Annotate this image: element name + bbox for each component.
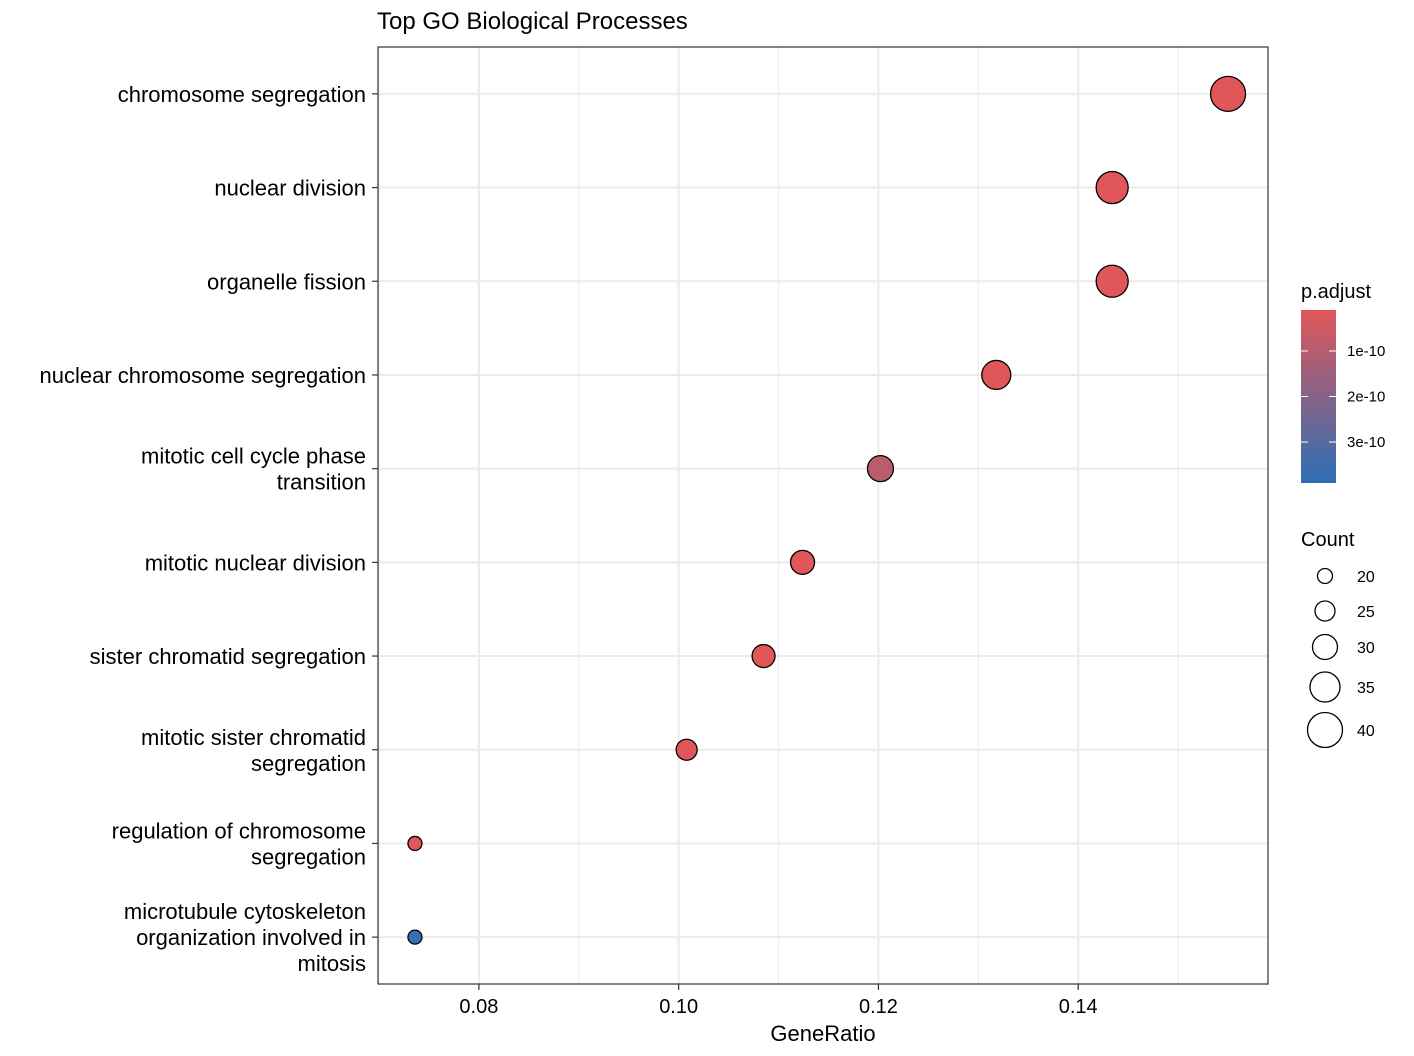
legends: p.adjust 1e-10 2e-10 3e-10 Count 20 25 30 35 4… [1301,281,1385,749]
chart-title: Top GO Biological Processes [377,8,688,35]
size-legend-key [1314,600,1336,622]
y-tick-label: regulation of chromosome segregation [112,818,366,869]
color-legend-label: 1e-10 [1347,343,1385,360]
x-tick-label: 0.14 [1059,996,1098,1018]
size-legend-key [1306,711,1344,749]
data-point [751,643,776,669]
axes: 0.08 0.10 0.12 0.14 chromosome segregation nu… [39,82,1097,1018]
y-tick-label: sister chromatid segregation [90,644,366,669]
y-tick-label: nuclear chromosome segregation [39,363,366,388]
y-tick-label: microtubule cytoskeleton organization inv… [124,899,366,976]
data-point [789,549,816,575]
data-point [1095,264,1129,298]
x-tick-label: 0.12 [859,996,898,1018]
size-legend-label: 20 [1357,569,1375,586]
size-legend-label: 30 [1357,640,1375,657]
color-legend-label: 3e-10 [1347,434,1385,451]
x-axis-title: GeneRatio [770,1021,875,1046]
x-tick-label: 0.10 [659,996,698,1018]
y-tick-label: organelle fission [207,269,366,294]
y-tick-label: mitotic nuclear division [145,550,366,575]
y-tick-label: nuclear division [214,176,366,201]
size-legend-key [1309,671,1341,703]
data-points [407,75,1247,945]
data-point [407,929,423,945]
data-point [675,738,698,761]
x-tick-label: 0.08 [459,996,498,1018]
size-legend-key [1311,633,1339,661]
data-point [1095,170,1129,205]
size-legend-label: 25 [1357,604,1375,621]
size-legend-label: 35 [1357,680,1375,697]
size-legend-key [1316,567,1334,585]
color-legend-label: 2e-10 [1347,389,1385,406]
plot-panel [378,47,1268,984]
data-point [1209,75,1247,112]
y-tick-label: chromosome segregation [118,82,366,107]
y-tick-label: mitotic cell cycle phase transition [141,444,366,495]
data-point [866,454,895,483]
y-tick-label: mitotic sister chromatid segregation [141,725,366,776]
plot-panel-border [377,46,1269,985]
data-point [981,359,1012,391]
size-legend-label: 40 [1357,723,1375,740]
size-legend-title: Count [1301,529,1355,551]
data-point [407,835,423,852]
size-legend-items: 20 25 30 35 40 [1306,567,1375,749]
color-legend-title: p.adjust [1301,281,1371,303]
color-legend-ticks: 1e-10 2e-10 3e-10 [1301,343,1385,451]
